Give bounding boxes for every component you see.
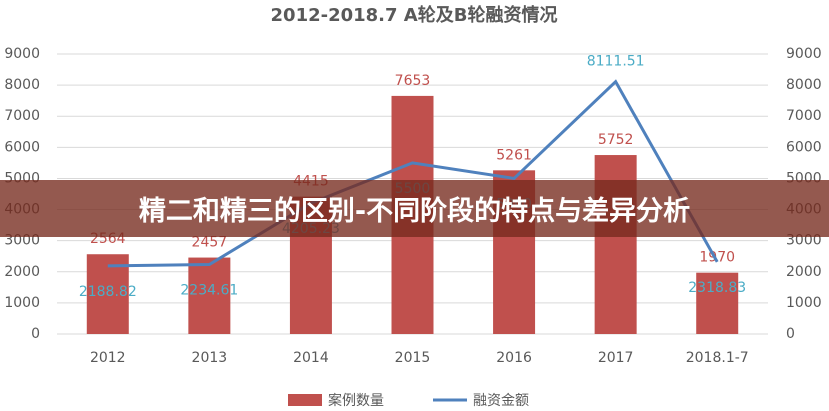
bar-value-label: 1970 [699,250,735,266]
y-tick-label: 1000 [4,295,40,311]
legend-swatch [288,394,322,406]
legend-label: 融资金额 [473,393,529,409]
line-value-label: 2318.83 [688,280,746,296]
x-tick-label: 2014 [293,350,329,366]
line-value-label: 2234.61 [180,282,238,298]
y2-tick-label: 6000 [786,139,822,155]
y2-tick-label: 8000 [786,77,822,93]
y-tick-label: 8000 [4,77,40,93]
y-tick-label: 6000 [4,139,40,155]
y2-tick-label: 9000 [786,46,822,62]
chart-title: 2012-2018.7 A轮及B轮融资情况 [271,4,558,26]
bar-value-label: 2457 [192,235,228,251]
bar-value-label: 7653 [395,73,431,89]
banner: 精二和精三的区别-不同阶段的特点与差异分析 [0,180,829,237]
x-tick-label: 2016 [496,350,532,366]
bar-value-label: 5261 [496,147,532,163]
y2-tick-label: 7000 [786,108,822,124]
line [107,79,719,268]
line-value-label: 8111.51 [587,54,645,70]
x-tick-label: 2012 [90,350,126,366]
y-tick-label: 9000 [4,46,40,62]
y-tick-label: 2000 [4,264,40,280]
line-value-label: 2188.82 [79,284,137,300]
bar [188,257,231,334]
legend-label: 案例数量 [328,392,384,409]
y2-tick-label: 2000 [786,264,822,280]
y-tick-label: 0 [31,326,40,342]
x-tick-label: 2015 [395,350,431,366]
x-tick-label: 2017 [598,350,634,366]
x-tick-label: 2013 [192,350,228,366]
y2-tick-label: 0 [786,326,795,342]
bar-value-label: 5752 [598,132,634,148]
y-tick-label: 7000 [4,108,40,124]
y2-tick-label: 1000 [786,295,822,311]
banner-title: 精二和精三的区别-不同阶段的特点与差异分析 [138,196,691,227]
bar [696,272,739,334]
bar [86,254,129,334]
x-tick-label: 2018.1-7 [686,350,749,366]
